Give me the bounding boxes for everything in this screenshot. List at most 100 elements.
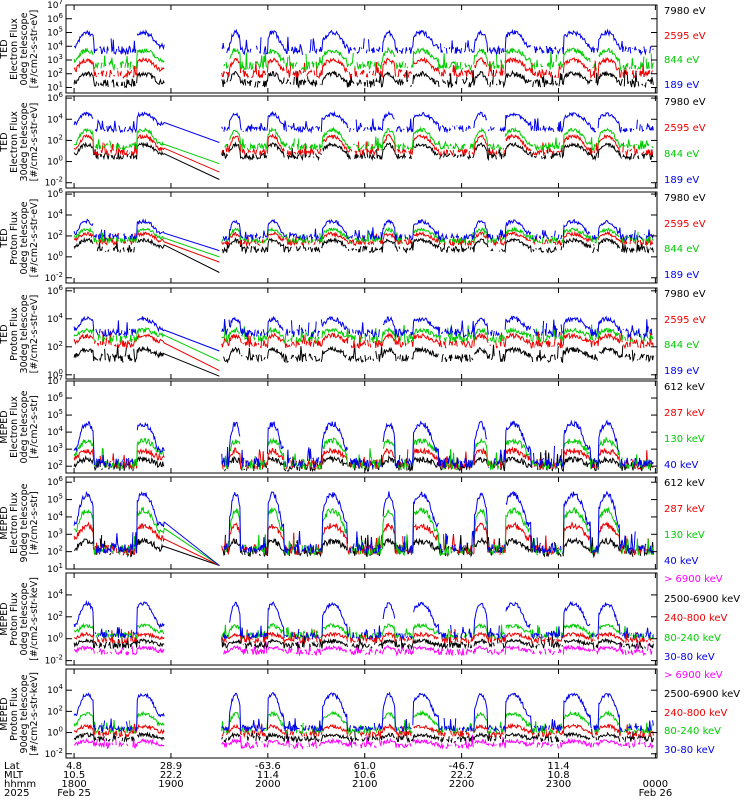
y-tick-label: 104: [47, 588, 63, 601]
footer-value: 11.4: [256, 770, 279, 781]
y-tick-label: 104: [47, 312, 63, 325]
panel-frame: [65, 380, 658, 474]
legend-entry: 7980 eV: [664, 6, 706, 17]
flux-panel-3: 10-2 100 102 104 106: [45, 187, 658, 284]
y-tick-label: 106: [47, 187, 63, 200]
series-trace-7-3: [73, 628, 654, 645]
panel-title-line: [#/cm2-s-str-eV]: [29, 198, 40, 277]
legend-entry: 2595 eV: [664, 314, 706, 326]
footer-value: 2200: [448, 779, 475, 790]
panel-frame: [65, 191, 658, 284]
footer-value: 2100: [352, 779, 378, 790]
legend-entry: 130 keV: [664, 434, 705, 445]
panel-frame: [65, 287, 658, 380]
footer-value: 10.6: [353, 770, 376, 781]
legend-entry: 189 eV: [664, 175, 700, 186]
legend-entry: 30-80 keV: [664, 652, 715, 663]
y-tick-label: 100: [47, 632, 63, 645]
legend-entry: 7980 eV: [664, 193, 706, 204]
panel-title-line: [#/cm2-s-str-eV]: [29, 294, 40, 373]
panel-title-5: MEPED Electron Flux 0deg telescope [#/cm2-s…: [0, 377, 40, 477]
y-tick-label: 10-2: [45, 271, 63, 284]
legend-entry: 30-80 keV: [664, 745, 715, 756]
legend-entry: 287 keV: [664, 408, 705, 419]
panel-title-7: MEPED Proton Flux 0deg telescope [#/cm2-s-s…: [0, 569, 40, 669]
legend-entry: 240-800 keV: [664, 707, 728, 719]
legend-entry: 844 eV: [664, 340, 700, 352]
y-tick-label: 105: [47, 493, 63, 506]
y-tick-label: 100: [47, 250, 63, 263]
y-tick-label: 10-2: [45, 654, 63, 667]
y-tick-label: 100: [47, 726, 63, 739]
legend-entry: 287 keV: [664, 504, 705, 515]
footer-value: 1800: [61, 779, 87, 790]
legend-entry: 40 keV: [664, 556, 699, 567]
footer-value: 2300: [545, 779, 572, 790]
series-trace-1-1: [73, 69, 654, 89]
series-trace-7-5: [73, 599, 654, 641]
footer-value: Feb 26: [638, 788, 673, 799]
footer-value: 61.0: [353, 761, 376, 772]
y-tick-label: 106: [47, 391, 63, 404]
series-trace-3-4: [73, 218, 654, 252]
y-tick-label: 105: [47, 408, 63, 421]
panel-title-4: TED Proton Flux 30deg telescope [#/cm2-s-st…: [0, 284, 40, 384]
footer-value: 4.8: [66, 761, 83, 772]
legend-entry: 240-800 keV: [664, 613, 728, 624]
footer-value: -63.6: [254, 761, 281, 772]
y-tick-label: 103: [47, 527, 63, 540]
footer-value: 2000: [255, 779, 281, 790]
y-tick-label: 104: [47, 112, 63, 125]
footer-row-label: Lat: [4, 761, 20, 772]
series-trace-8-1: [74, 734, 654, 750]
legend-entry: 844 eV: [664, 55, 700, 67]
panel-title-line: [#/cm2-s-str]: [29, 491, 40, 555]
series-trace-6-3: [73, 506, 654, 566]
footer-row-label: hhmm: [4, 779, 37, 790]
legend-entry: 612 keV: [664, 382, 705, 393]
legend-entry: 189 eV: [664, 366, 700, 377]
series-trace-4-4: [74, 316, 653, 351]
footer-value: 0000: [642, 779, 669, 790]
y-tick-label: 102: [47, 610, 63, 623]
series-trace-4-3: [73, 324, 654, 362]
y-tick-label: 103: [47, 53, 63, 66]
y-tick-label: 107: [47, 0, 63, 11]
legend-entry: 80-240 keV: [664, 726, 722, 738]
legend-entry: 189 eV: [664, 80, 700, 91]
panel-title-8: MEPED Proton Flux 90deg telescope [#/cm2-s-…: [0, 664, 40, 764]
panel-frame: [65, 476, 658, 570]
legend-entry: 2595 eV: [664, 30, 706, 42]
panel-frame: [65, 95, 658, 189]
panel-title-1: TED Electron Flux 0deg telescope [#/cm2-s-s…: [0, 0, 40, 99]
series-trace-8-5: [73, 691, 654, 734]
flux-panel-6: 101 102 103 104 105 106: [47, 475, 658, 575]
y-tick-label: 106: [47, 284, 63, 297]
legend-entry: 2500-6900 keV: [664, 593, 741, 605]
y-tick-label: 10-2: [45, 747, 63, 760]
panel-title-line: [#/cm2-s-str-keV]: [29, 671, 40, 756]
footer-value: -46.7: [448, 761, 475, 772]
footer-value: Feb 25: [57, 788, 91, 799]
panel-title-3: TED Proton Flux 0deg telescope [#/cm2-s-str…: [0, 188, 40, 288]
y-tick-label: 102: [47, 229, 63, 242]
y-tick-label: 106: [47, 12, 63, 25]
series-trace-1-3: [73, 46, 654, 72]
legend-entry: 2500-6900 keV: [664, 688, 741, 700]
panel-title-line: [#/cm2-s-str]: [29, 395, 40, 459]
legend-entry: 80-240 keV: [664, 632, 722, 644]
y-tick-label: 104: [47, 39, 63, 52]
y-tick-label: 103: [47, 442, 63, 455]
y-tick-label: 102: [47, 340, 63, 353]
panel-title-line: [#/cm2-s-str-keV]: [29, 577, 40, 661]
y-tick-label: 104: [47, 425, 63, 438]
panel-title-line: [#/cm2-s-str-eV]: [29, 9, 40, 89]
panel-frame: [65, 668, 658, 759]
y-tick-label: 101: [47, 562, 63, 575]
series-trace-2-3: [73, 126, 654, 165]
series-trace-2-2: [73, 133, 654, 173]
